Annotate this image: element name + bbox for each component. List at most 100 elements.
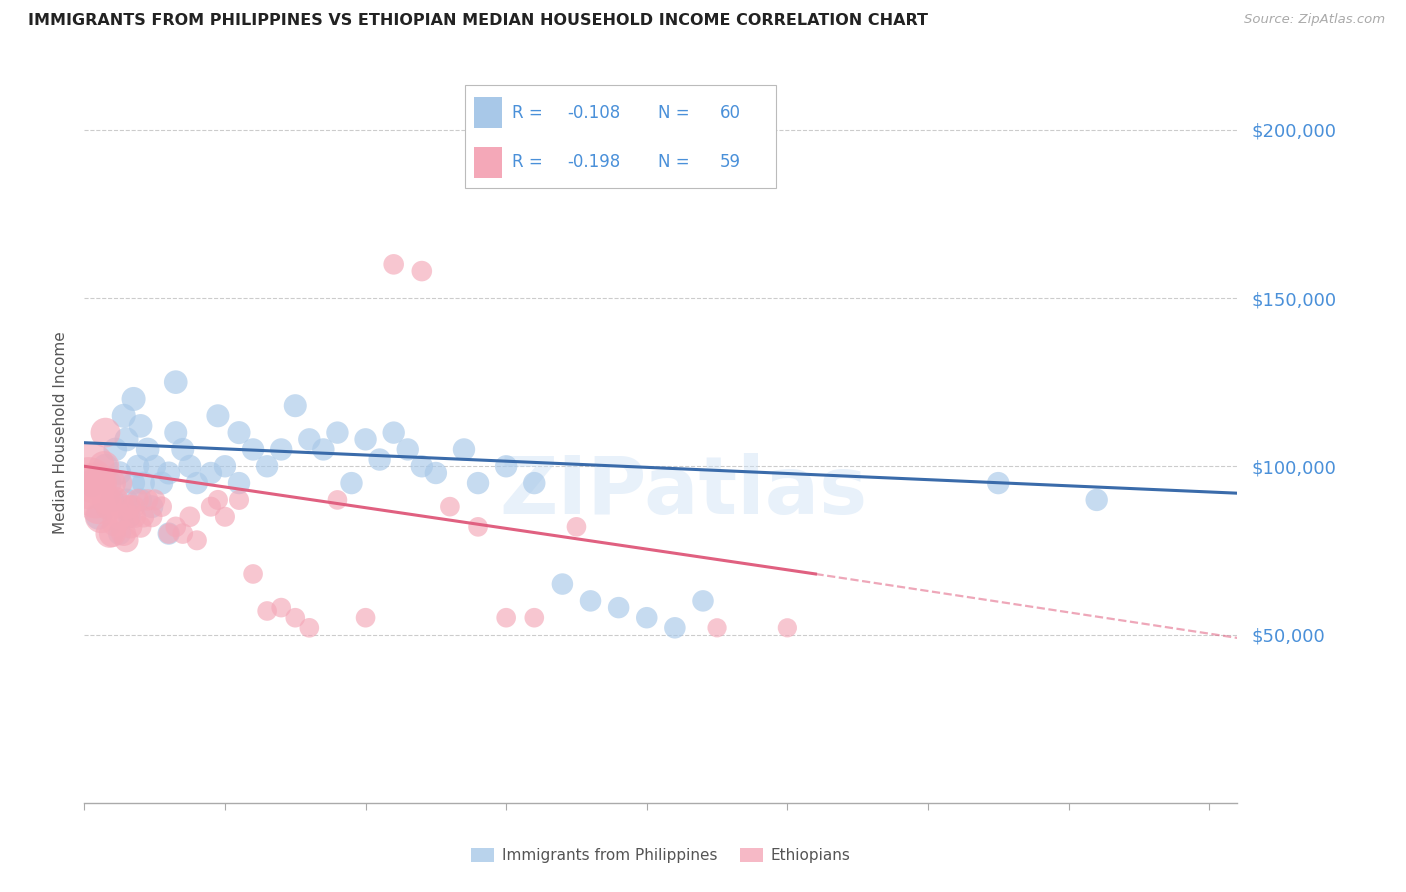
Point (157, 526, 180, 541)
Point (141, 509, 163, 524)
Point (98, 526, 121, 541)
Point (157, 526, 180, 541)
Point (118, 509, 141, 524)
Point (129, 418, 152, 433)
Point (129, 492, 152, 507)
Y-axis label: Median Household Income: Median Household Income (53, 331, 69, 534)
Point (186, 476, 208, 491)
Point (179, 509, 201, 524)
Point (200, 500, 222, 514)
Point (340, 476, 363, 491)
Point (96, 492, 118, 507)
Point (98, 476, 121, 491)
Point (94, 459, 117, 474)
Point (382, 425, 405, 440)
Point (256, 604, 278, 618)
Point (706, 621, 728, 635)
Point (136, 442, 159, 457)
Point (157, 466, 180, 480)
Point (579, 594, 602, 608)
Point (354, 610, 377, 624)
Point (326, 425, 349, 440)
Point (115, 433, 138, 447)
Point (411, 459, 433, 474)
Point (228, 492, 250, 507)
Point (108, 526, 131, 541)
Point (256, 459, 278, 474)
Point (94, 425, 117, 440)
Point (298, 433, 321, 447)
Point (93, 459, 115, 474)
Point (124, 509, 146, 524)
Point (214, 509, 236, 524)
Point (129, 520, 152, 534)
Point (172, 526, 194, 541)
Text: Source: ZipAtlas.com: Source: ZipAtlas.com (1244, 13, 1385, 27)
Point (179, 459, 201, 474)
Point (425, 466, 447, 480)
Point (551, 577, 574, 591)
Point (165, 520, 187, 534)
Point (495, 610, 517, 624)
Point (90, 476, 112, 491)
Point (987, 476, 1010, 491)
Point (312, 442, 335, 457)
Point (207, 409, 229, 423)
Point (101, 476, 124, 491)
Point (636, 610, 658, 624)
Point (118, 500, 141, 514)
Point (172, 442, 194, 457)
Point (108, 466, 131, 480)
Point (523, 610, 546, 624)
Point (228, 425, 250, 440)
Point (83, 476, 105, 491)
Point (77, 476, 100, 491)
Point (112, 409, 135, 423)
Point (1085, 492, 1108, 507)
Point (143, 492, 166, 507)
Point (207, 492, 229, 507)
Point (186, 533, 208, 548)
Point (242, 442, 264, 457)
Point (565, 520, 588, 534)
Point (115, 492, 138, 507)
Point (112, 526, 135, 541)
Point (692, 594, 714, 608)
Point (270, 600, 292, 615)
Point (467, 520, 489, 534)
Text: ZIPatlas: ZIPatlas (499, 453, 868, 531)
Point (80, 459, 103, 474)
Point (115, 533, 138, 548)
Point (136, 492, 159, 507)
Point (120, 520, 142, 534)
Legend: Immigrants from Philippines, Ethiopians: Immigrants from Philippines, Ethiopians (465, 842, 856, 869)
Point (132, 509, 155, 524)
Point (411, 264, 433, 278)
Point (104, 492, 127, 507)
Point (165, 425, 187, 440)
Point (141, 500, 163, 514)
Point (122, 500, 145, 514)
Point (104, 516, 127, 531)
Point (80, 476, 103, 491)
Point (150, 476, 173, 491)
Point (108, 476, 131, 491)
Point (122, 392, 145, 406)
Point (368, 452, 391, 467)
Point (111, 500, 134, 514)
Point (122, 476, 145, 491)
Point (165, 375, 187, 389)
Point (776, 621, 799, 635)
Point (214, 459, 236, 474)
Point (87, 476, 110, 491)
Point (298, 621, 321, 635)
Point (143, 459, 166, 474)
Point (495, 459, 517, 474)
Point (228, 476, 250, 491)
Point (87, 509, 110, 524)
Point (664, 621, 686, 635)
Point (132, 476, 155, 491)
Point (326, 492, 349, 507)
Point (127, 492, 149, 507)
Point (108, 509, 131, 524)
